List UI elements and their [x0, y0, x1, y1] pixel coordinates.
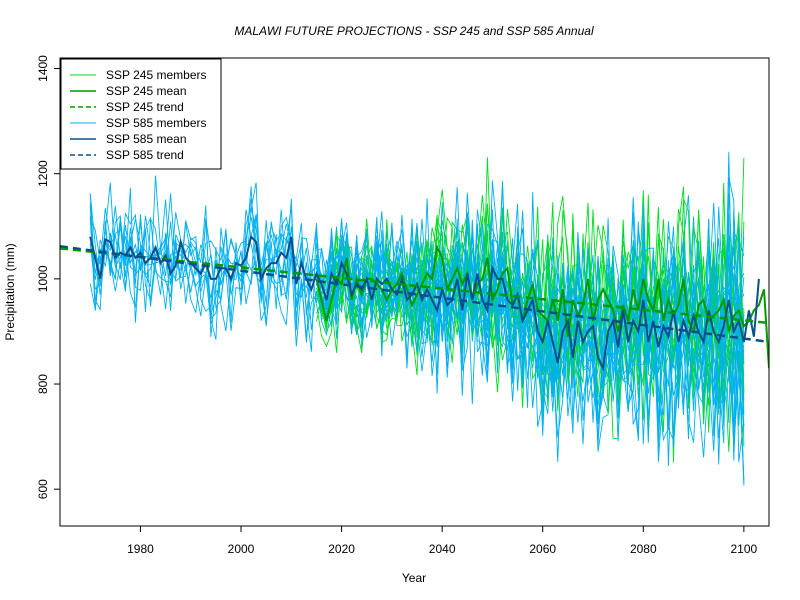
trend-layer — [59, 245, 770, 344]
x-tick-label: 2060 — [529, 542, 556, 556]
legend-ssp245-mean-label: SSP 245 mean — [106, 84, 187, 98]
x-tick-label: 2100 — [731, 542, 758, 556]
x-tick-label: 1980 — [127, 542, 154, 556]
ssp585-member-line — [315, 202, 745, 449]
x-tick-label: 2000 — [228, 542, 255, 556]
x-tick-label: 2040 — [429, 542, 456, 556]
y-tick-label: 1000 — [36, 265, 50, 292]
legend-ssp245-trend-label: SSP 245 trend — [106, 100, 184, 114]
legend-ssp585-mean-label: SSP 585 mean — [106, 132, 187, 146]
y-tick-label: 800 — [36, 374, 50, 394]
x-axis-label: Year — [402, 571, 426, 585]
ssp245-trend-line — [59, 247, 770, 325]
x-tick-label: 2020 — [328, 542, 355, 556]
x-tick-label: 2080 — [630, 542, 657, 556]
x-axis: 1980 2000 2020 2040 2060 2080 2100 — [127, 525, 758, 556]
legend-box — [60, 58, 222, 170]
legend-ssp245-members-label: SSP 245 members — [106, 68, 207, 82]
y-tick-label: 600 — [36, 479, 50, 499]
ssp585-trend-line — [59, 245, 770, 344]
legend-ssp585-members-label: SSP 585 members — [106, 116, 207, 130]
y-tick-label: 1200 — [36, 160, 50, 187]
ssp245-member-line — [315, 210, 745, 407]
legend-ssp585-trend-label: SSP 585 trend — [106, 148, 184, 162]
ssp585-member-line — [315, 191, 745, 447]
ssp585-member-line — [315, 184, 745, 462]
ssp585-member-line — [315, 222, 745, 439]
y-axis: 600 800 1000 1200 1400 — [36, 55, 60, 499]
legend: SSP 245 members SSP 245 mean SSP 245 trend… — [60, 58, 222, 170]
chart-title: MALAWI FUTURE PROJECTIONS - SSP 245 and … — [234, 24, 594, 38]
y-tick-label: 1400 — [36, 55, 50, 82]
y-axis-label: Precipitation (mm) — [3, 243, 17, 340]
